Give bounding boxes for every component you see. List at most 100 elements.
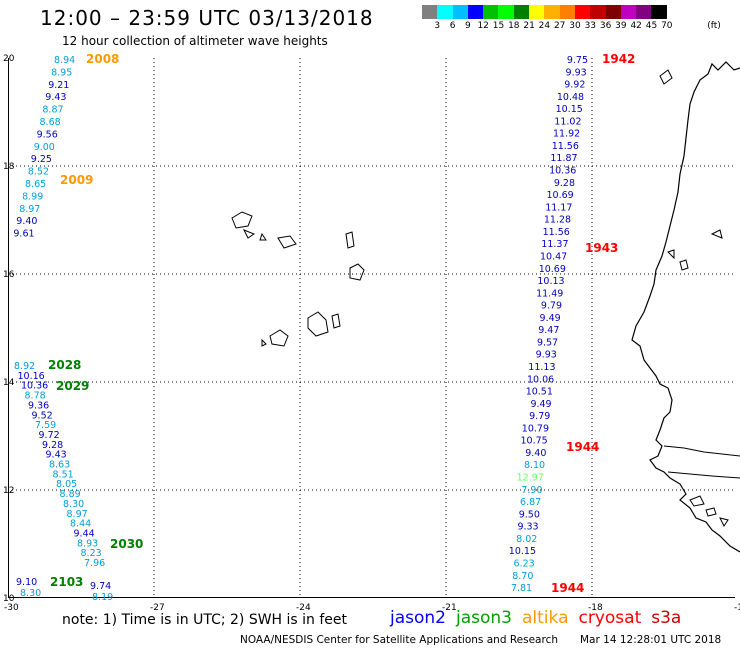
wave-height-value: 9.44: [74, 528, 95, 539]
casamance-river: [667, 471, 740, 479]
wave-height-value: 8.93: [77, 538, 98, 549]
wave-height-value: 11.02: [554, 116, 581, 127]
scale-label: 6: [449, 21, 456, 31]
wave-height-value: 11.87: [550, 153, 577, 164]
wave-height-value: 9.33: [517, 522, 538, 533]
wave-height-value: 8.44: [70, 519, 91, 530]
longitude-label: -21: [442, 603, 457, 613]
wave-height-value: 6.23: [514, 558, 535, 569]
wave-height-value: 10.79: [522, 423, 549, 434]
scale-swatch: [422, 5, 438, 19]
wave-height-value: 8.10: [524, 460, 545, 471]
wave-height-value: 10.69: [546, 190, 573, 201]
wave-height-value: 9.92: [564, 80, 585, 91]
wave-height-value: 10.69: [539, 264, 566, 275]
wave-height-value: 9.57: [537, 337, 558, 348]
wave-height-value: 9.36: [28, 400, 49, 411]
wave-height-value: 9.43: [45, 92, 66, 103]
satellite-cryosat: cryosat: [578, 608, 642, 628]
coastal-islands: [667, 229, 723, 271]
wave-height-value: 10.48: [557, 92, 584, 103]
wave-height-value: 8.99: [22, 191, 43, 202]
wave-height-value: 10.06: [527, 374, 554, 385]
wave-height-value: 9.93: [566, 67, 587, 78]
wave-height-value: 9.21: [48, 80, 69, 91]
scale-swatch: [513, 5, 530, 19]
wave-height-value: 9.47: [538, 325, 559, 336]
wave-height-value: 9.50: [519, 509, 540, 520]
wave-height-value: 9.28: [42, 440, 63, 451]
scale-label: 15: [492, 21, 505, 31]
longitude-label: -27: [150, 603, 165, 613]
map-note: note: 1) Time is in UTC; 2) SWH is in fe…: [62, 612, 348, 628]
scale-label: 24: [538, 21, 551, 31]
scale-swatch: [544, 5, 560, 19]
scale-label: 36: [599, 21, 612, 31]
africa-coastline: [631, 61, 740, 553]
wave-height-value: 9.10: [16, 577, 37, 588]
wave-height-value: 9.40: [16, 216, 37, 227]
scale-label: 3: [434, 21, 441, 31]
wave-height-value: 8.30: [20, 588, 41, 599]
map-subtitle: 12 hour collection of altimeter wave hei…: [62, 34, 328, 48]
gambia-river: [663, 445, 740, 457]
satellite-legend: jason2 jason3 altika cryosat s3a: [390, 608, 681, 628]
wave-height-value: 10.36: [21, 381, 48, 392]
scale-swatch: [605, 5, 621, 19]
wave-height-value: 8.97: [19, 204, 40, 215]
pass-time-label: 1944: [551, 581, 584, 595]
scale-label: 21: [523, 21, 535, 31]
pass-time-label: 2030: [110, 537, 143, 551]
wave-height-value: 9.49: [540, 313, 561, 324]
scale-label: 33: [584, 21, 597, 31]
wave-height-value: 9.93: [536, 350, 557, 361]
wave-height-value: 9.61: [13, 229, 34, 240]
wave-height-value: 9.49: [530, 399, 551, 410]
wave-height-value: 11.56: [543, 227, 570, 238]
altimeter-tracks: 8.948.959.219.438.878.689.569.009.258.52…: [13, 52, 635, 603]
pass-time-label: 1944: [566, 440, 599, 454]
wave-height-value: 8.23: [81, 548, 102, 559]
wave-height-value: 8.02: [516, 534, 537, 545]
wave-height-value: 8.87: [42, 105, 63, 116]
lat-lon-grid: [8, 58, 734, 597]
scale-swatch: [467, 5, 484, 19]
wave-height-value: 9.79: [529, 411, 550, 422]
wave-height-value: 10.13: [537, 276, 564, 287]
satellite-altika: altika: [522, 608, 569, 628]
scale-swatch: [651, 5, 667, 19]
generated-timestamp: Mar 14 12:28:01 UTC 2018: [580, 634, 722, 646]
wave-height-value: 7.96: [84, 558, 105, 569]
latitude-label: 20: [3, 54, 15, 64]
wave-height-value: 8.30: [63, 499, 84, 510]
longitude-label: -15: [734, 603, 740, 613]
scale-label: 39: [615, 21, 627, 31]
wave-height-value: 8.65: [25, 179, 46, 190]
scale-label: 42: [630, 21, 642, 31]
wave-height-value: 9.72: [39, 430, 60, 441]
wave-height-value: 8.68: [40, 117, 61, 128]
satellite-jason2: jason2: [390, 608, 446, 628]
scale-label: 9: [465, 21, 471, 31]
wave-height-value: 9.52: [32, 410, 53, 421]
wave-height-value: 8.95: [51, 67, 72, 78]
wave-height-value: 12.97: [517, 473, 544, 484]
latitude-label: 10: [3, 594, 15, 604]
scale-swatch: [529, 5, 545, 19]
scale-swatch: [452, 5, 468, 19]
scale-swatch: [574, 5, 591, 19]
pass-time-label: 1943: [585, 241, 618, 255]
color-scale: [422, 5, 667, 19]
wave-height-value: 6.87: [520, 497, 541, 508]
wave-height-value: 8.63: [49, 460, 70, 471]
wave-height-value: 9.75: [567, 55, 588, 66]
latitude-label: 14: [3, 378, 15, 388]
map-title: 12:00 – 23:59 UTC 03/13/2018: [40, 6, 374, 30]
wave-height-value: 9.25: [31, 154, 52, 165]
wave-height-value: 11.13: [528, 362, 555, 373]
scale-label: 18: [508, 21, 520, 31]
wave-height-value: 11.49: [536, 288, 563, 299]
wave-height-value: 8.97: [67, 509, 88, 520]
wave-height-value: 11.28: [544, 215, 571, 226]
